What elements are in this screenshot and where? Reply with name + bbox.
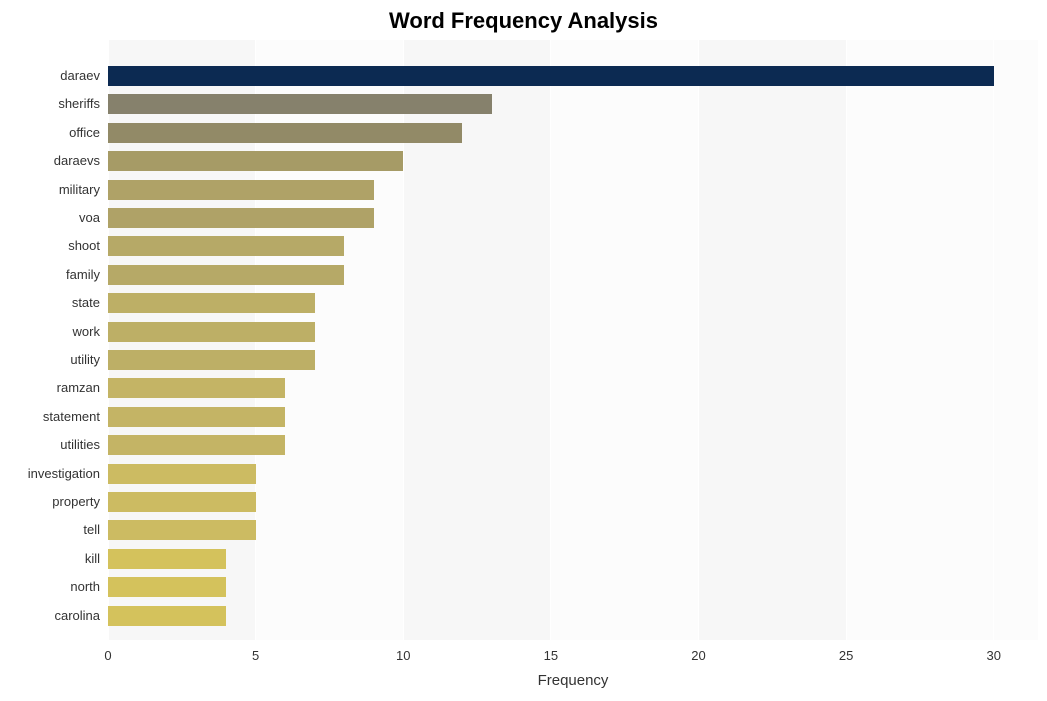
grid-band bbox=[994, 40, 1038, 640]
bar bbox=[108, 492, 256, 512]
bar bbox=[108, 435, 285, 455]
x-tick-label: 30 bbox=[974, 648, 1014, 663]
y-tick-label: office bbox=[0, 123, 100, 143]
bar bbox=[108, 549, 226, 569]
grid-band bbox=[698, 40, 846, 640]
gridline bbox=[550, 40, 551, 640]
x-tick-label: 0 bbox=[88, 648, 128, 663]
gridline bbox=[993, 40, 994, 640]
bar bbox=[108, 180, 374, 200]
x-tick-label: 15 bbox=[531, 648, 571, 663]
y-tick-label: investigation bbox=[0, 464, 100, 484]
bar bbox=[108, 123, 462, 143]
y-tick-label: family bbox=[0, 265, 100, 285]
y-tick-label: property bbox=[0, 492, 100, 512]
bar bbox=[108, 464, 256, 484]
y-tick-label: state bbox=[0, 293, 100, 313]
bar bbox=[108, 94, 492, 114]
gridline bbox=[698, 40, 699, 640]
y-tick-label: north bbox=[0, 577, 100, 597]
bar bbox=[108, 208, 374, 228]
bar bbox=[108, 236, 344, 256]
grid-band bbox=[551, 40, 699, 640]
plot-area bbox=[108, 40, 1038, 640]
x-tick-label: 20 bbox=[678, 648, 718, 663]
chart-title: Word Frequency Analysis bbox=[0, 8, 1047, 34]
bar bbox=[108, 407, 285, 427]
y-tick-label: statement bbox=[0, 407, 100, 427]
y-tick-label: military bbox=[0, 180, 100, 200]
bar bbox=[108, 378, 285, 398]
y-tick-label: kill bbox=[0, 549, 100, 569]
bar bbox=[108, 322, 315, 342]
bar bbox=[108, 350, 315, 370]
y-tick-label: utilities bbox=[0, 435, 100, 455]
y-tick-label: daraevs bbox=[0, 151, 100, 171]
y-tick-label: work bbox=[0, 322, 100, 342]
grid-band bbox=[846, 40, 994, 640]
y-tick-label: tell bbox=[0, 520, 100, 540]
bar bbox=[108, 293, 315, 313]
x-axis-label: Frequency bbox=[108, 672, 1038, 689]
bar bbox=[108, 606, 226, 626]
bar bbox=[108, 265, 344, 285]
y-tick-label: daraev bbox=[0, 66, 100, 86]
x-tick-label: 10 bbox=[383, 648, 423, 663]
y-tick-label: sheriffs bbox=[0, 94, 100, 114]
y-tick-label: voa bbox=[0, 208, 100, 228]
y-tick-label: shoot bbox=[0, 236, 100, 256]
gridline bbox=[846, 40, 847, 640]
bar bbox=[108, 520, 256, 540]
bar bbox=[108, 66, 994, 86]
x-tick-label: 25 bbox=[826, 648, 866, 663]
bar bbox=[108, 151, 403, 171]
y-tick-label: carolina bbox=[0, 606, 100, 626]
y-tick-label: utility bbox=[0, 350, 100, 370]
word-frequency-chart: Word Frequency Analysis Frequency daraev… bbox=[0, 0, 1047, 701]
x-tick-label: 5 bbox=[236, 648, 276, 663]
bar bbox=[108, 577, 226, 597]
y-tick-label: ramzan bbox=[0, 378, 100, 398]
